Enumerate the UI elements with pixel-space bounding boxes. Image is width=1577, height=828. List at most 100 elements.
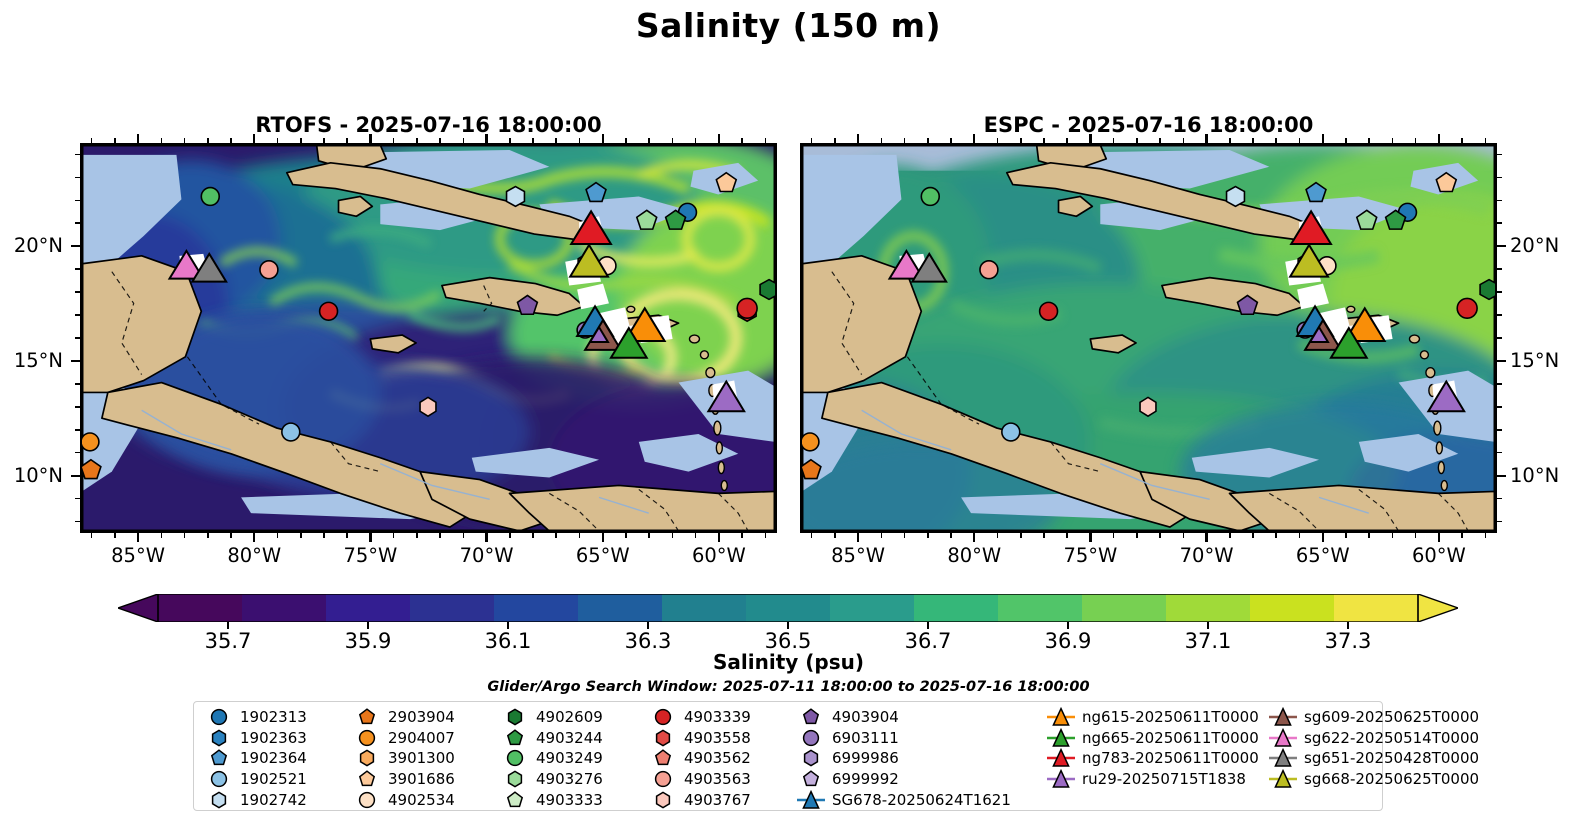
x-axis-minor-tick (694, 533, 697, 538)
legend-box[interactable]: 1902313 1902363 1902364 1902521 1902742 29039… (193, 701, 1479, 811)
legend-entry[interactable]: 3901300 (352, 748, 500, 769)
legend-marker-circle-icon (352, 728, 382, 748)
x-axis-minor-tick (880, 533, 883, 538)
map-panel-espc[interactable] (800, 143, 1497, 533)
legend-marker-glider-icon (1046, 707, 1076, 727)
legend-entry[interactable]: 4903904 (796, 707, 1046, 728)
y-axis-minor-tick (1497, 222, 1502, 225)
legend-entry[interactable]: 1902363 (204, 728, 352, 749)
x-axis-minor-tick (1252, 138, 1254, 143)
x-axis-minor-tick (160, 138, 163, 143)
x-axis-minor-tick (462, 533, 465, 538)
legend-entry[interactable]: 4903563 (648, 769, 796, 790)
legend-entry[interactable]: 2904007 (352, 728, 500, 749)
x-axis-minor-tick (926, 533, 929, 538)
legend-entry[interactable]: ng665-20250611T0000 (1046, 727, 1268, 749)
x-axis-minor-tick (439, 533, 441, 538)
espc-observation-markers (802, 145, 1495, 531)
x-axis-label: 70°W (1179, 544, 1234, 567)
x-axis-label: 85°W (111, 544, 165, 567)
x-axis-minor-tick (1484, 138, 1487, 143)
legend-marker-circle-icon (648, 769, 678, 789)
x-axis-tick (369, 134, 372, 143)
legend-entry[interactable]: sg622-20250514T0000 (1268, 727, 1490, 749)
y-axis-minor-tick (75, 153, 80, 156)
legend-entry[interactable]: 1902364 (204, 748, 352, 769)
legend-column: 1902313 1902363 1902364 1902521 1902742 (204, 707, 352, 810)
x-axis-minor-tick (648, 533, 650, 538)
x-axis-minor-tick (950, 533, 952, 538)
x-axis-tick (1321, 134, 1324, 143)
x-axis-minor-tick (834, 138, 836, 143)
x-axis-minor-tick (1043, 533, 1045, 538)
rtofs-observation-markers (82, 145, 775, 531)
y-axis-minor-tick (75, 337, 80, 339)
legend-entry[interactable]: ru29-20250715T1838 (1046, 768, 1268, 790)
y-axis-label: 10°N (13, 463, 63, 487)
map-panel-rtofs[interactable] (80, 143, 777, 533)
legend-marker-glider-icon (1268, 768, 1298, 789)
y-axis-minor-tick (1497, 428, 1502, 431)
legend-marker-circle-icon (204, 769, 234, 789)
colorbar-tick (927, 622, 929, 629)
colorbar-tick-label: 37.3 (1324, 629, 1372, 653)
legend-entry[interactable]: 6999986 (796, 748, 1046, 769)
legend-entry[interactable]: 4903333 (500, 789, 648, 810)
x-axis-tick (1089, 533, 1092, 542)
legend-entry[interactable]: SG678-20250624T1621 (796, 789, 1046, 810)
legend-entry[interactable]: sg668-20250625T0000 (1268, 768, 1490, 790)
legend-entry[interactable]: 4903558 (648, 728, 796, 749)
legend-entry[interactable]: 2903904 (352, 707, 500, 728)
x-axis-tick (973, 533, 976, 542)
legend-entry[interactable]: 6999992 (796, 769, 1046, 790)
x-axis-minor-tick (276, 533, 279, 538)
legend-entry[interactable]: 4903562 (648, 748, 796, 769)
legend-column: 4902609 4903244 4903249 4903276 4903333 (500, 707, 648, 810)
legend-entry[interactable]: ng783-20250611T0000 (1046, 748, 1268, 769)
legend-marker-pentagon-icon (796, 769, 826, 789)
legend-entry[interactable]: 1902521 (204, 769, 352, 790)
legend-entry[interactable]: 4902534 (352, 789, 500, 810)
legend-entry[interactable]: 6903111 (796, 728, 1046, 749)
x-axis-minor-tick (1461, 138, 1463, 143)
legend-entry[interactable]: 3901686 (352, 769, 500, 790)
x-axis-minor-tick (648, 138, 650, 143)
legend-entry[interactable]: 1902313 (204, 707, 352, 728)
x-axis-minor-tick (206, 138, 209, 143)
legend-entry[interactable]: 4903249 (500, 748, 648, 769)
x-axis-minor-tick (834, 533, 836, 538)
legend-entry-label: 1902742 (240, 790, 307, 809)
x-axis-minor-tick (1112, 533, 1115, 538)
legend-entry[interactable]: sg651-20250428T0000 (1268, 748, 1490, 769)
x-axis-minor-tick (694, 138, 697, 143)
figure-suptitle: Salinity (150 m) (635, 6, 942, 45)
colorbar[interactable] (118, 594, 1458, 622)
legend-marker-glider-icon (1268, 727, 1298, 748)
legend-marker-circle-icon (796, 728, 826, 748)
colorbar-tick-label: 36.3 (624, 629, 672, 653)
y-axis-label: 15°N (1510, 348, 1560, 372)
x-axis-minor-tick (299, 533, 302, 538)
y-axis-tick (71, 474, 80, 477)
legend-entry[interactable]: 1902742 (204, 789, 352, 810)
legend-entry[interactable]: 4903767 (648, 789, 796, 810)
legend-entry[interactable]: 4903276 (500, 769, 648, 790)
colorbar-tick-label: 36.5 (764, 629, 812, 653)
legend-entry-label: 4903904 (832, 708, 899, 727)
x-axis-minor-tick (230, 533, 232, 538)
x-axis-minor-tick (439, 138, 441, 143)
colorbar-tick (1207, 622, 1209, 629)
legend-entry[interactable]: 4903339 (648, 707, 796, 728)
colorbar-tick (787, 622, 789, 629)
legend-column: sg609-20250625T0000 sg622-20250514T0000 sg… (1268, 707, 1490, 789)
legend-entry-label: 4903244 (536, 728, 603, 747)
x-axis-minor-tick (323, 533, 325, 538)
legend-entry[interactable]: ng615-20250611T0000 (1046, 707, 1268, 728)
legend-entry[interactable]: sg609-20250625T0000 (1268, 707, 1490, 728)
legend-entry-label: 6999992 (832, 770, 899, 789)
x-axis-minor-tick (114, 533, 116, 538)
legend-marker-hexagon-icon (648, 790, 678, 810)
legend-marker-glider-icon (1046, 727, 1076, 748)
legend-entry[interactable]: 4903244 (500, 728, 648, 749)
legend-entry[interactable]: 4902609 (500, 707, 648, 728)
